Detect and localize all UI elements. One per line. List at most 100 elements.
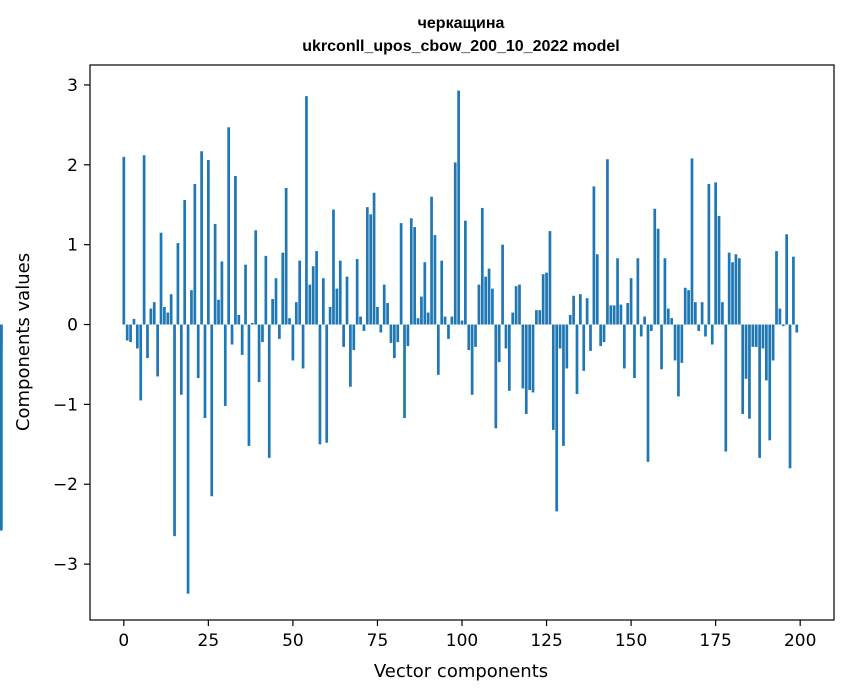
bar-44 — [271, 298, 274, 325]
bar-127 — [551, 324, 555, 430]
bar-109 — [491, 288, 494, 325]
bar-undefined — [0, 324, 3, 351]
bar-101 — [464, 220, 467, 325]
bar-144 — [609, 305, 613, 325]
bar-107 — [484, 276, 488, 325]
bar-155 — [646, 324, 650, 462]
bar-143 — [606, 159, 609, 325]
bar-86 — [413, 227, 417, 325]
bar-24 — [203, 324, 207, 418]
bar-97 — [450, 316, 454, 325]
bar-130 — [562, 324, 565, 446]
bar-20 — [190, 290, 193, 325]
bar-7 — [146, 324, 149, 359]
bar-128 — [555, 324, 559, 512]
bar-195 — [781, 324, 785, 327]
bar-46 — [278, 324, 281, 339]
bar-162 — [670, 318, 674, 325]
bar-137 — [585, 298, 589, 325]
bar-10 — [156, 324, 159, 377]
bar-152 — [636, 258, 640, 325]
bar-179 — [727, 252, 731, 325]
bar-61 — [328, 306, 332, 325]
chart-title-line-2: ukrconll_upos_cbow_200_10_2022 model — [302, 38, 619, 55]
bar-31 — [227, 127, 231, 325]
bar-175 — [714, 182, 717, 325]
bar-60 — [325, 324, 329, 443]
bar-73 — [369, 214, 373, 325]
x-tick-label: 175 — [699, 631, 731, 651]
bar-123 — [538, 310, 542, 325]
bar-35 — [240, 324, 244, 355]
bar-132 — [568, 314, 572, 325]
bar-181 — [734, 254, 738, 325]
bar-146 — [616, 258, 619, 325]
bar-157 — [653, 208, 657, 325]
bar-71 — [362, 324, 366, 331]
bar-192 — [771, 324, 775, 361]
bar-77 — [382, 284, 386, 325]
bar-158 — [656, 228, 660, 325]
bar-95 — [443, 316, 447, 325]
y-tick-label: 1 — [67, 236, 78, 256]
bar-121 — [531, 324, 535, 393]
y-tick-label: −2 — [53, 475, 78, 495]
bar-183 — [741, 324, 745, 414]
bar-59 — [321, 278, 325, 325]
bar-11 — [159, 232, 163, 325]
bar-84 — [406, 324, 410, 347]
bar-154 — [643, 316, 646, 325]
bar-184 — [744, 324, 748, 379]
bar-76 — [379, 324, 383, 333]
bar-88 — [420, 296, 423, 325]
bar-174 — [710, 324, 714, 345]
bar-65 — [342, 324, 345, 347]
bar-188 — [758, 324, 761, 458]
bar-185 — [748, 324, 751, 419]
bar-149 — [626, 302, 630, 325]
bar-78 — [386, 302, 389, 325]
bar-140 — [595, 254, 599, 325]
bar-1 — [125, 324, 129, 341]
bar-63 — [335, 288, 339, 325]
bar-52 — [298, 260, 302, 325]
bar-194 — [778, 308, 782, 325]
bar-120 — [528, 324, 531, 391]
bar-122 — [535, 310, 538, 325]
bar-191 — [768, 324, 772, 441]
bar-32 — [230, 324, 234, 345]
bar-153 — [639, 324, 643, 337]
bar-23 — [200, 151, 203, 325]
bar-83 — [403, 324, 406, 418]
bar-136 — [582, 324, 586, 371]
bar-99 — [457, 90, 460, 325]
bar-182 — [737, 258, 741, 325]
bar-119 — [524, 324, 528, 414]
chart-title-line-1: черкащина — [418, 15, 505, 32]
bar-0 — [122, 156, 126, 325]
bar-2 — [129, 324, 132, 343]
bar-69 — [355, 259, 359, 325]
bar-172 — [704, 324, 707, 337]
x-tick-label: 50 — [282, 631, 304, 651]
bar-126 — [548, 231, 552, 325]
bar-115 — [511, 312, 515, 325]
bar-38 — [250, 322, 254, 325]
bar-145 — [612, 305, 616, 325]
bar-159 — [660, 324, 663, 370]
bar-160 — [663, 258, 667, 325]
x-tick-label: 150 — [615, 631, 647, 651]
bar-177 — [721, 302, 724, 325]
y-tick-label: −1 — [53, 395, 78, 415]
bar-106 — [480, 207, 484, 325]
bar-30 — [223, 324, 227, 406]
bar-131 — [565, 324, 569, 369]
y-tick-label: −3 — [53, 555, 78, 575]
bar-164 — [677, 324, 680, 397]
bar-17 — [179, 324, 183, 395]
bar-180 — [731, 262, 734, 325]
bar-81 — [396, 324, 400, 343]
x-tick-label: 0 — [118, 631, 129, 651]
bar-27 — [213, 223, 217, 325]
